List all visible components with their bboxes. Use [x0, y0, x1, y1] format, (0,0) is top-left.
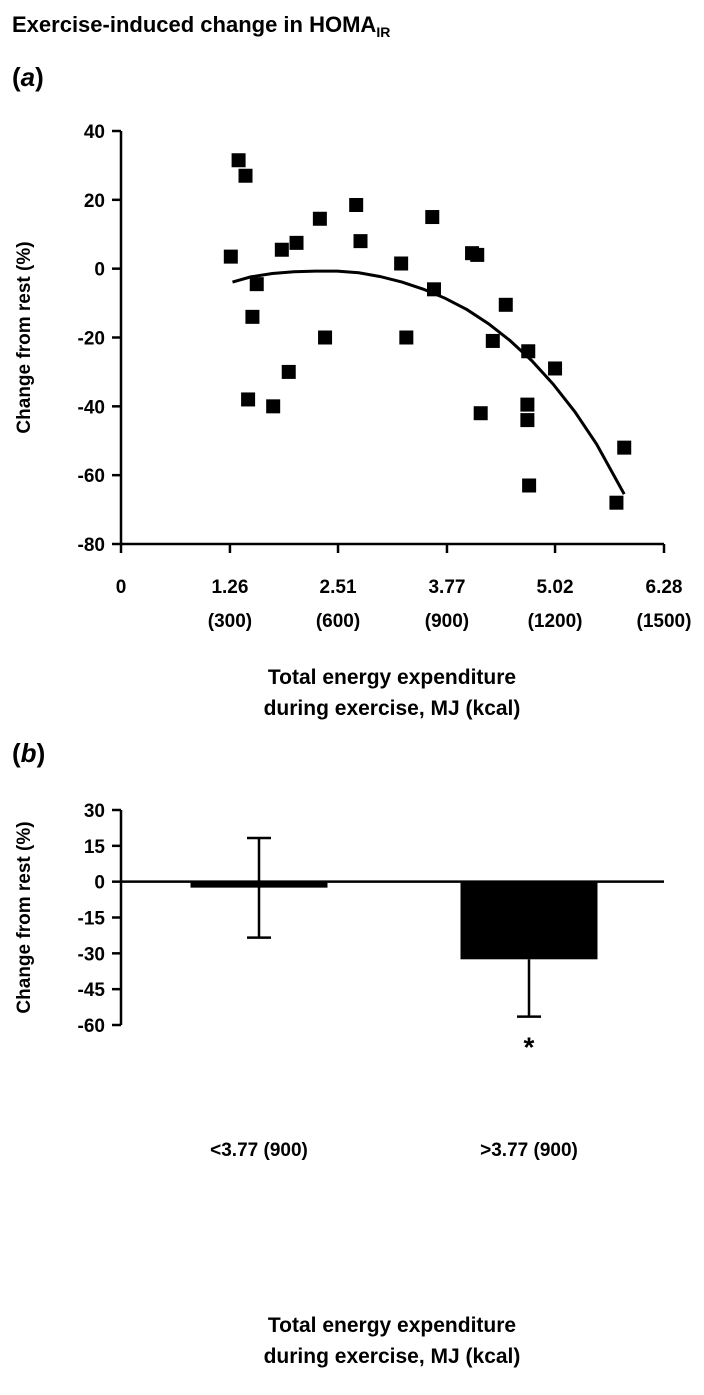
x-tick-label: 5.02: [537, 577, 574, 598]
bar-chart-b: 30 15 0 -15 -30 -45 -60 <3.77 (900) >3.77 (900) *…: [14, 801, 664, 1368]
panel-a-close: ): [35, 62, 44, 92]
data-point: [470, 247, 485, 262]
data-point: [548, 361, 563, 376]
category-label: <3.77 (900): [210, 1140, 308, 1161]
panel-a-label: (a): [12, 62, 44, 93]
panel-a-open: (: [12, 62, 21, 92]
category-label: >3.77 (900): [480, 1140, 578, 1161]
x-tick-label: 1.26: [211, 577, 248, 598]
data-point: [249, 277, 264, 292]
y-tick-label: -60: [78, 466, 105, 487]
y-tick-label: -15: [78, 909, 106, 930]
x-tick-label: 3.77: [428, 577, 465, 598]
data-point: [349, 197, 364, 212]
x-tick-label-kcal: (1500): [637, 611, 692, 632]
data-point: [245, 309, 260, 324]
data-point: [520, 397, 535, 412]
y-tick-label: -20: [78, 329, 105, 350]
x-axis-label-line: during exercise, MJ (kcal): [264, 1345, 521, 1368]
data-point: [281, 364, 296, 379]
data-point: [609, 495, 624, 510]
scatter-chart-a: 40 20 0 -20 -40 -60 -80 0 1.26 (300) 2.51 (600) 3.77…: [14, 122, 692, 720]
fit-curve: [232, 269, 626, 495]
y-tick-label: 0: [94, 873, 105, 894]
data-point: [289, 235, 304, 250]
data-point: [231, 153, 246, 168]
y-axis-label: Change from rest (%): [14, 821, 35, 1013]
data-point: [241, 392, 256, 407]
data-point: [617, 440, 632, 455]
data-point: [498, 297, 513, 312]
panel-b-label: (b): [12, 738, 45, 769]
data-point: [274, 242, 289, 257]
data-point: [223, 249, 238, 264]
x-tick-label: 2.51: [320, 577, 357, 598]
y-tick-label: 20: [84, 191, 105, 212]
y-tick-label: -40: [78, 397, 105, 418]
y-tick-label: -30: [78, 944, 105, 965]
x-axis-label-line: Total energy expenditure: [268, 1314, 516, 1337]
x-tick-label-kcal: (300): [208, 611, 252, 632]
panel-b-letter: b: [20, 738, 37, 768]
y-tick-label: 40: [84, 122, 105, 143]
y-tick-label: 30: [84, 801, 105, 822]
data-point: [312, 211, 327, 226]
y-tick-label: -45: [78, 980, 106, 1001]
y-tick-label: -80: [78, 535, 105, 556]
figure-title-subscript: IR: [376, 24, 391, 40]
y-tick-label: 15: [84, 837, 106, 858]
bar: [460, 881, 598, 960]
panel-a-letter: a: [20, 62, 36, 92]
panel-b-open: (: [12, 738, 21, 768]
data-point: [425, 210, 440, 225]
figure-title-main: Exercise-induced change in HOMA: [12, 12, 377, 37]
data-point: [473, 406, 488, 421]
panel-b-close: ): [36, 738, 46, 768]
data-point: [399, 330, 414, 345]
y-tick-label: -60: [78, 1016, 105, 1037]
data-point: [485, 333, 500, 348]
data-point: [266, 399, 281, 414]
y-tick-label: 0: [94, 260, 105, 281]
data-point: [520, 413, 535, 428]
x-tick-label-kcal: (900): [425, 611, 469, 632]
data-point: [238, 168, 253, 183]
figure-title: Exercise-induced change in HOMAIR: [12, 12, 390, 40]
x-axis-label-line: during exercise, MJ (kcal): [264, 697, 521, 720]
data-point: [318, 330, 333, 345]
x-tick-label: 6.28: [646, 577, 683, 598]
data-point: [394, 256, 409, 271]
x-tick-label-kcal: (1200): [528, 611, 583, 632]
significance-marker: *: [524, 1032, 535, 1063]
data-point: [522, 478, 537, 493]
x-tick-label: 0: [116, 577, 127, 598]
x-axis-label-line: Total energy expenditure: [268, 666, 516, 689]
data-point: [353, 234, 368, 249]
x-tick-label-kcal: (600): [316, 611, 360, 632]
y-axis-label: Change from rest (%): [14, 241, 35, 433]
